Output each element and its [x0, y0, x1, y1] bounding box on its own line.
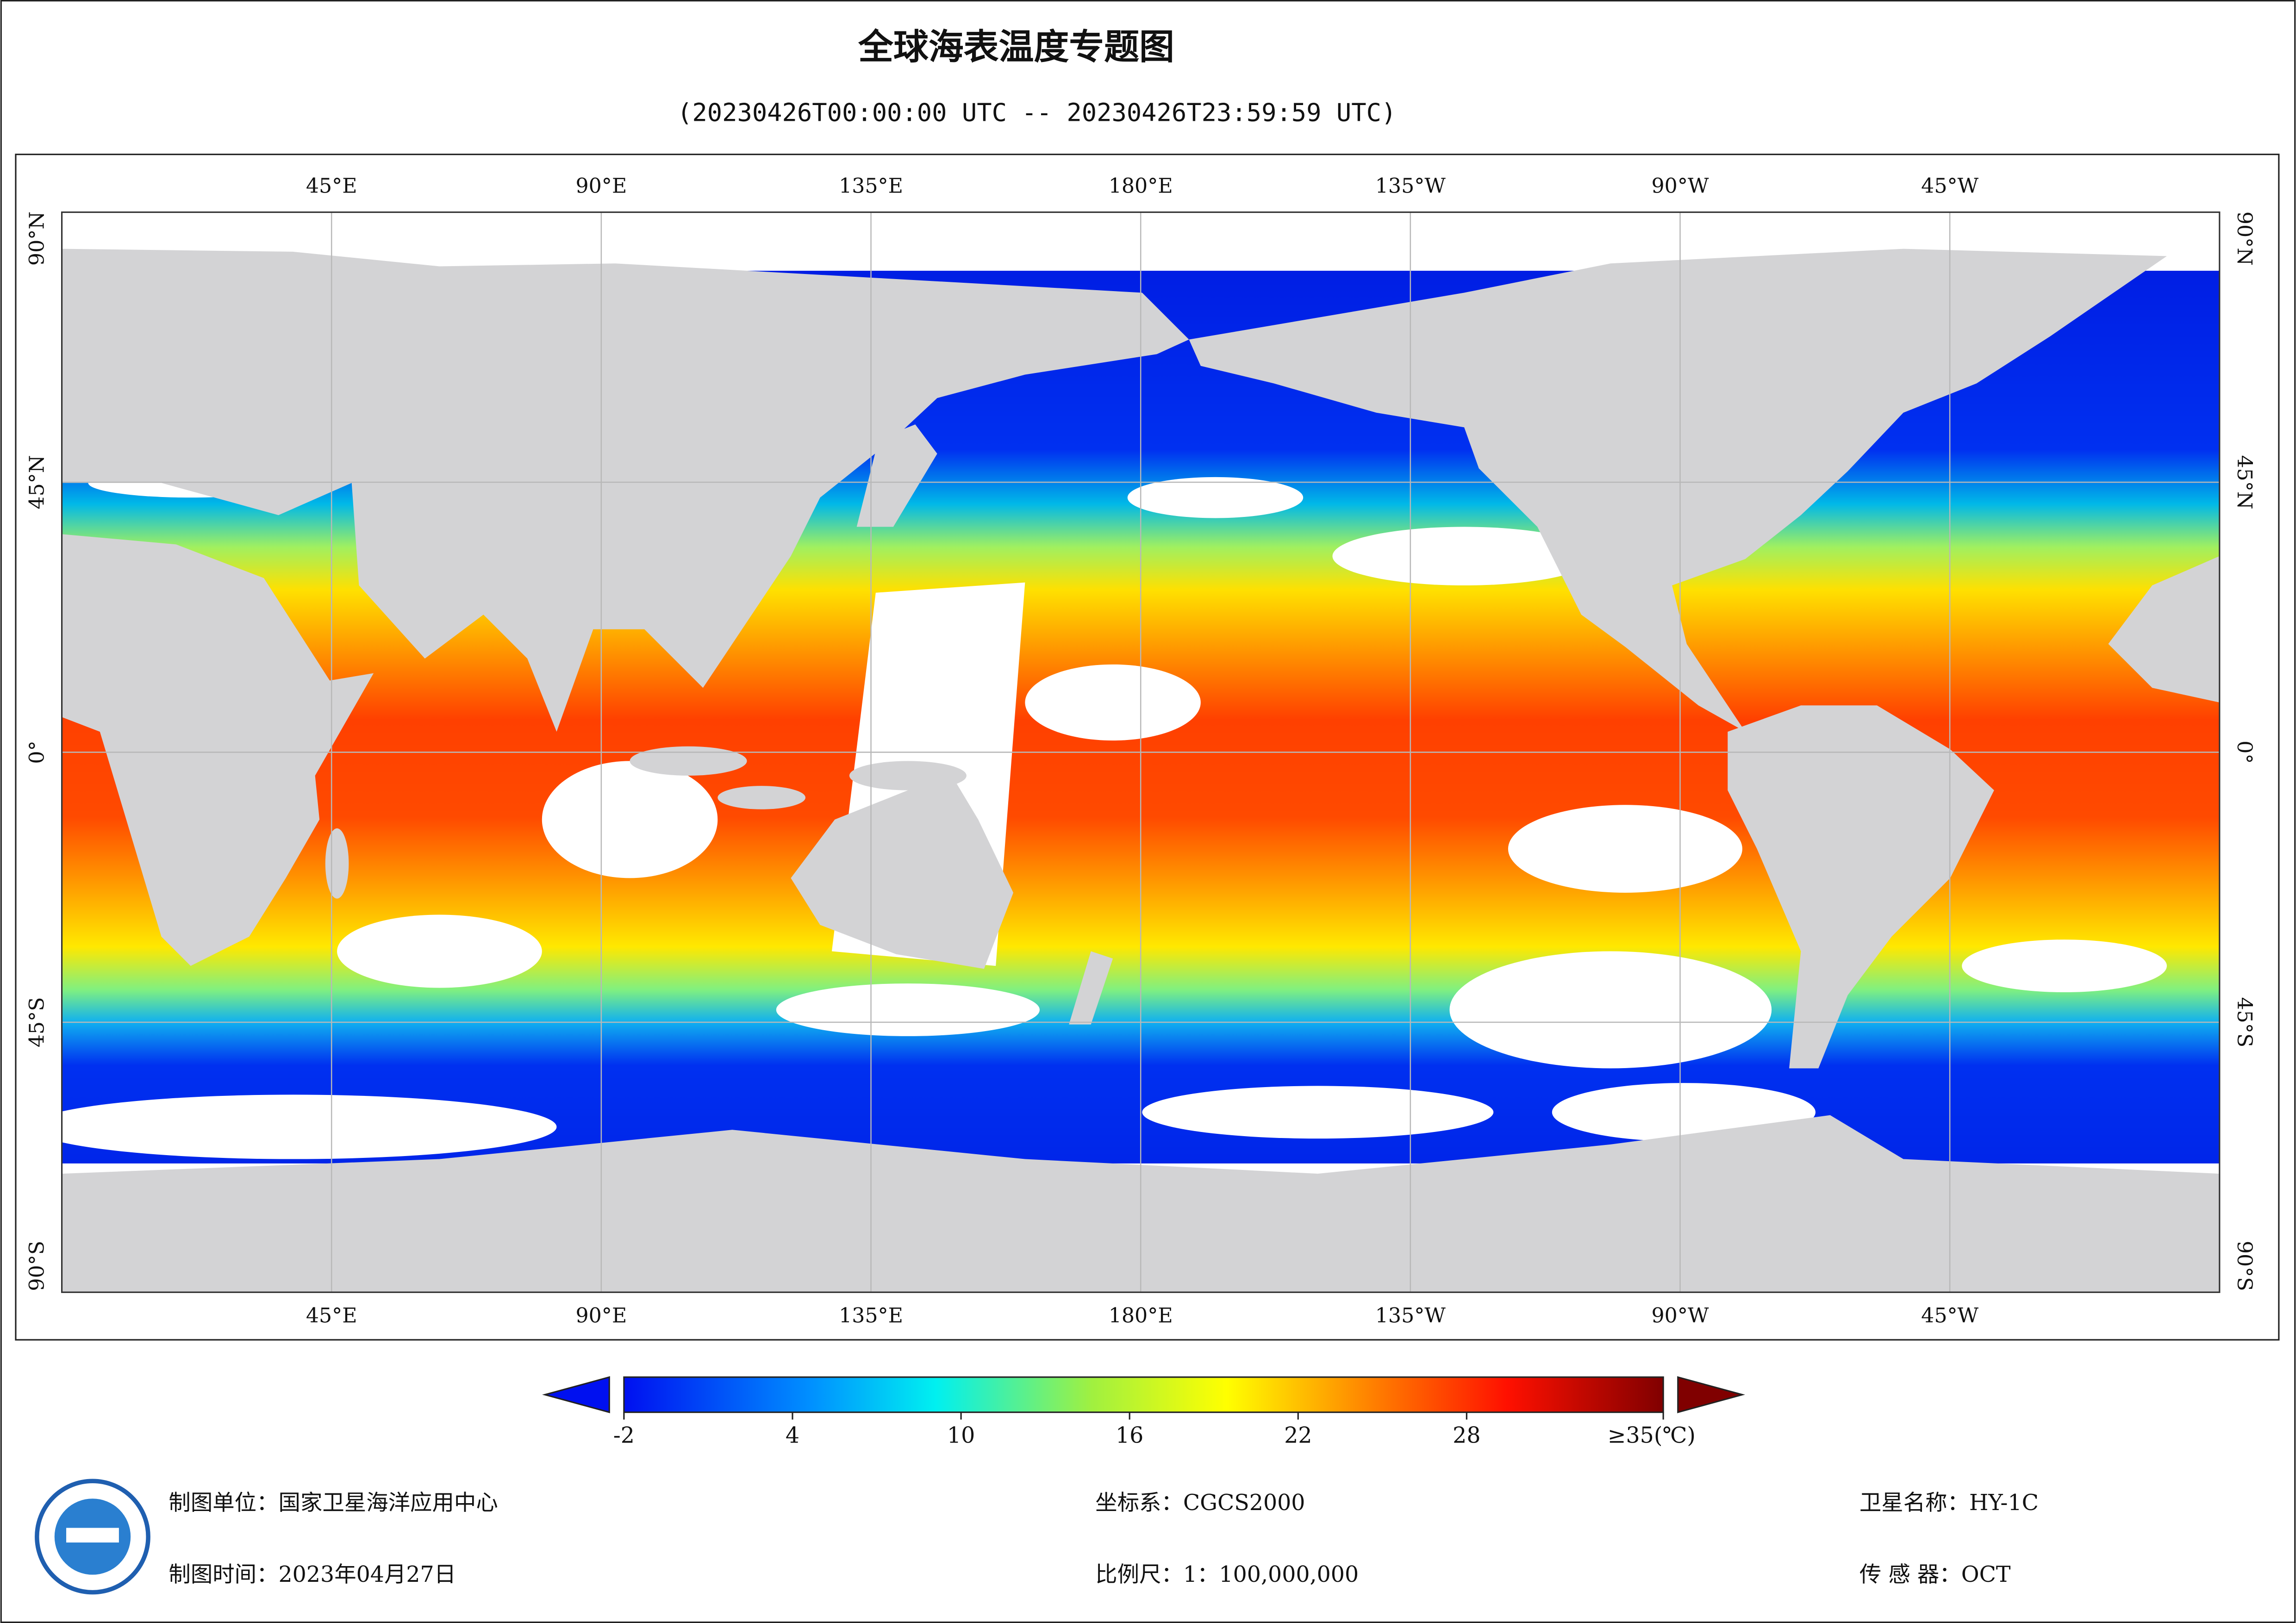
logo	[35, 1479, 150, 1595]
longitude-label-bottom: 135°W	[1375, 1304, 1446, 1328]
colorbar	[623, 1376, 1664, 1413]
footer-sensor: 传 感 器：OCT	[1859, 1562, 2011, 1587]
colorbar-tick-label: 10	[947, 1423, 975, 1448]
map-frame	[15, 154, 2280, 1341]
subtitle: (20230426T00:00:00 UTC -- 20230426T23:59…	[677, 98, 1396, 127]
colorbar-tick-label: 4	[786, 1423, 799, 1448]
colorbar-low-arrow	[542, 1376, 610, 1413]
colorbar-tick-label: 28	[1453, 1423, 1480, 1448]
longitude-label-bottom: 90°W	[1652, 1304, 1709, 1328]
longitude-label-bottom: 45°E	[306, 1304, 357, 1328]
latitude-label-left: 90°S	[25, 1241, 49, 1291]
title: 全球海表温度专题图	[858, 26, 1174, 68]
colorbar-high-arrow	[1677, 1376, 1745, 1413]
latitude-label-left: 45°S	[25, 997, 49, 1047]
longitude-label-top: 90°E	[575, 174, 627, 198]
longitude-label-top: 45°W	[1921, 174, 1978, 198]
latitude-label-right: 0°	[2233, 740, 2256, 764]
latitude-label-left: 0°	[25, 740, 49, 764]
longitude-label-bottom: 90°E	[575, 1304, 627, 1328]
footer-crs: 坐标系：CGCS2000	[1095, 1490, 1305, 1516]
colorbar-tick-label: 22	[1284, 1423, 1312, 1448]
longitude-label-top: 180°E	[1109, 174, 1173, 198]
map-border	[61, 211, 2221, 1293]
latitude-label-right: 45°S	[2233, 997, 2256, 1047]
colorbar-tick-label: 16	[1116, 1423, 1143, 1448]
latitude-label-right: 90°S	[2233, 1241, 2256, 1291]
colorbar-tick-label: ≥35(℃)	[1608, 1423, 1696, 1448]
footer-scale: 比例尺：1：100,000,000	[1095, 1562, 1359, 1587]
footer-agency: 制图单位：国家卫星海洋应用中心	[168, 1490, 498, 1516]
latitude-label-right: 45°N	[2233, 455, 2256, 509]
longitude-label-top: 45°E	[306, 174, 357, 198]
longitude-label-bottom: 45°W	[1921, 1304, 1978, 1328]
footer-date: 制图时间：2023年04月27日	[168, 1562, 456, 1587]
colorbar-tick-label: -2	[613, 1423, 635, 1448]
footer-satellite: 卫星名称：HY-1C	[1859, 1490, 2039, 1516]
longitude-label-top: 90°W	[1652, 174, 1709, 198]
graticule	[62, 212, 2220, 1293]
latitude-label-left: 45°N	[25, 455, 49, 509]
longitude-label-bottom: 135°E	[839, 1304, 903, 1328]
longitude-label-top: 135°W	[1375, 174, 1446, 198]
longitude-label-bottom: 180°E	[1109, 1304, 1173, 1328]
longitude-label-top: 135°E	[839, 174, 903, 198]
map	[62, 212, 2220, 1293]
latitude-label-left: 90°N	[25, 211, 49, 266]
latitude-label-right: 90°N	[2233, 211, 2256, 266]
